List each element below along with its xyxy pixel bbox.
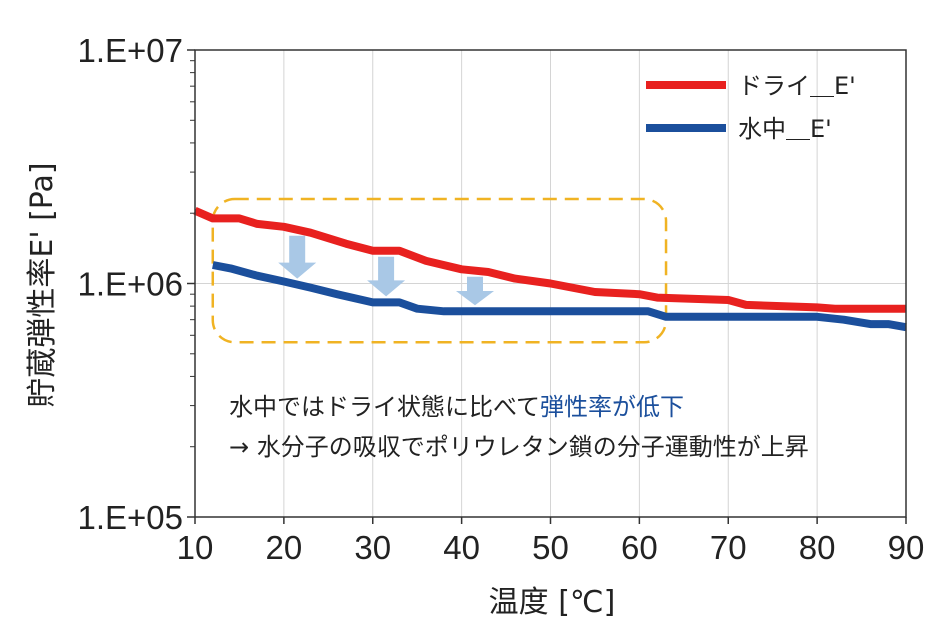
x-tick-label: 30 <box>354 529 391 566</box>
x-tick-label: 70 <box>710 529 747 566</box>
y-tick-label: 1.E+05 <box>77 499 183 536</box>
x-tick-label: 20 <box>266 529 303 566</box>
annotation-line-1-prefix: 水中ではドライ状態に比べて <box>229 393 540 421</box>
x-tick-label: 40 <box>443 529 480 566</box>
annotation: 水中ではドライ状態に比べて弾性率が低下 → 水分子の吸収でポリウレタン鎖の分子運… <box>229 393 809 461</box>
x-axis-title: 温度 [℃] <box>489 585 616 620</box>
down-arrow <box>456 276 494 306</box>
down-arrow <box>278 235 317 279</box>
legend-label-water: 水中＿E' <box>738 115 832 143</box>
series-line-0 <box>193 207 906 313</box>
annotation-line-2: → 水分子の吸収でポリウレタン鎖の分子運動性が上昇 <box>229 433 809 461</box>
series-line-1 <box>212 261 907 332</box>
annotation-line-1: 水中ではドライ状態に比べて弾性率が低下 <box>229 393 684 421</box>
arrows <box>278 235 494 306</box>
x-tick-label: 80 <box>799 529 836 566</box>
x-tick-label: 90 <box>888 529 925 566</box>
x-tick-label: 50 <box>532 529 569 566</box>
y-axis: 1.E+05 1.E+06 1.E+07 <box>77 32 195 536</box>
annotation-line-1-highlight: 弾性率が低下 <box>540 393 684 421</box>
x-tick-label: 60 <box>621 529 658 566</box>
y-tick-label: 1.E+07 <box>77 32 183 69</box>
legend: ドライ＿E' 水中＿E' <box>646 72 856 143</box>
y-tick-label: 1.E+06 <box>77 266 183 303</box>
highlight-box <box>211 197 668 344</box>
y-axis-title: 貯蔵弾性率E' [Pa] <box>25 162 60 407</box>
series-lines <box>193 207 907 332</box>
legend-label-dry: ドライ＿E' <box>738 72 856 100</box>
x-axis: 10 20 30 40 50 60 70 80 90 <box>177 517 925 566</box>
down-arrow <box>367 256 406 297</box>
x-tick-label: 10 <box>177 529 214 566</box>
